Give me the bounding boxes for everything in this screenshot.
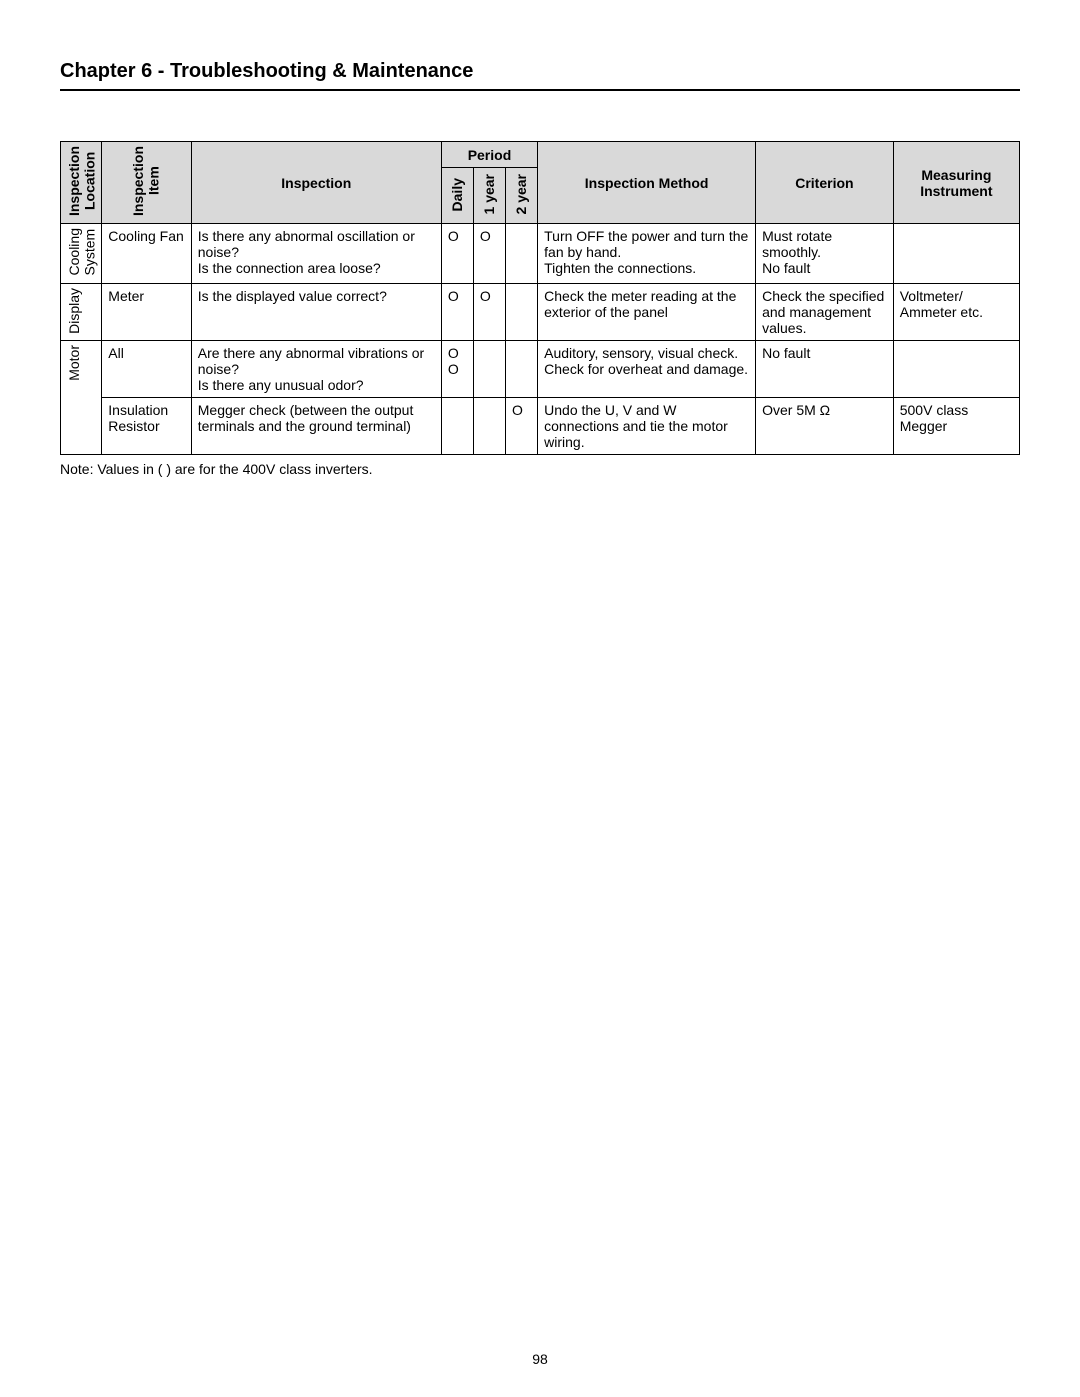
cell-location: Motor — [61, 341, 102, 455]
cell-1year — [473, 398, 505, 455]
cell-item: Insulation Resistor — [102, 398, 191, 455]
cell-daily: O — [441, 224, 473, 283]
table-row: Insulation Resistor Megger check (betwee… — [61, 398, 1020, 455]
th-daily-label: Daily — [450, 178, 465, 211]
th-inspection-method: Inspection Method — [538, 142, 756, 224]
cell-daily: OO — [441, 341, 473, 398]
page-number: 98 — [0, 1351, 1080, 1367]
cell-criterion: No fault — [756, 341, 894, 398]
cell-daily: O — [441, 283, 473, 341]
cell-criterion: Over 5M Ω — [756, 398, 894, 455]
cell-location-label: Display — [67, 288, 82, 334]
cell-2year — [506, 224, 538, 283]
cell-item: All — [102, 341, 191, 398]
th-1-year-label: 1 year — [482, 174, 497, 214]
cell-location-label: Motor — [67, 345, 82, 381]
th-1-year: 1 year — [473, 168, 505, 224]
th-inspection: Inspection — [191, 142, 441, 224]
th-inspection-location: InspectionLocation — [61, 142, 102, 224]
cell-item: Cooling Fan — [102, 224, 191, 283]
cell-method: Check the meter reading at the exterior … — [538, 283, 756, 341]
cell-method: Auditory, sensory, visual check.Check fo… — [538, 341, 756, 398]
th-inspection-location-label: InspectionLocation — [67, 146, 98, 216]
page: Chapter 6 - Troubleshooting & Maintenanc… — [0, 0, 1080, 1397]
cell-daily — [441, 398, 473, 455]
cell-1year: O — [473, 224, 505, 283]
cell-method: Undo the U, V and W connections and tie … — [538, 398, 756, 455]
table-row: Display Meter Is the displayed value cor… — [61, 283, 1020, 341]
cell-method: Turn OFF the power and turn the fan by h… — [538, 224, 756, 283]
th-2-year: 2 year — [506, 168, 538, 224]
cell-1year: O — [473, 283, 505, 341]
cell-inspection: Are there any abnormal vibrations or noi… — [191, 341, 441, 398]
chapter-title: Chapter 6 - Troubleshooting & Maintenanc… — [60, 60, 1020, 91]
th-criterion: Criterion — [756, 142, 894, 224]
cell-location-label: CoolingSystem — [67, 228, 98, 275]
cell-inspection: Megger check (between the output termina… — [191, 398, 441, 455]
th-period: Period — [441, 142, 537, 168]
cell-2year — [506, 283, 538, 341]
th-inspection-item-label: InspectionItem — [131, 146, 162, 216]
cell-inspection: Is the displayed value correct? — [191, 283, 441, 341]
cell-2year: O — [506, 398, 538, 455]
th-measuring-instrument: Measuring Instrument — [893, 142, 1019, 224]
th-inspection-item: InspectionItem — [102, 142, 191, 224]
inspection-table: InspectionLocation InspectionItem Inspec… — [60, 141, 1020, 455]
th-daily: Daily — [441, 168, 473, 224]
cell-2year — [506, 341, 538, 398]
cell-location: Display — [61, 283, 102, 341]
cell-inspection: Is there any abnormal oscillation or noi… — [191, 224, 441, 283]
cell-instrument: Voltmeter/ Ammeter etc. — [893, 283, 1019, 341]
cell-criterion: Check the specified and management value… — [756, 283, 894, 341]
table-row: CoolingSystem Cooling Fan Is there any a… — [61, 224, 1020, 283]
cell-instrument: 500V class Megger — [893, 398, 1019, 455]
cell-location: CoolingSystem — [61, 224, 102, 283]
cell-item: Meter — [102, 283, 191, 341]
cell-1year — [473, 341, 505, 398]
table-header-row-1: InspectionLocation InspectionItem Inspec… — [61, 142, 1020, 168]
th-2-year-label: 2 year — [514, 174, 529, 214]
cell-instrument — [893, 341, 1019, 398]
table-row: Motor All Are there any abnormal vibrati… — [61, 341, 1020, 398]
cell-criterion: Must rotate smoothly.No fault — [756, 224, 894, 283]
footnote: Note: Values in ( ) are for the 400V cla… — [60, 461, 1020, 477]
cell-instrument — [893, 224, 1019, 283]
